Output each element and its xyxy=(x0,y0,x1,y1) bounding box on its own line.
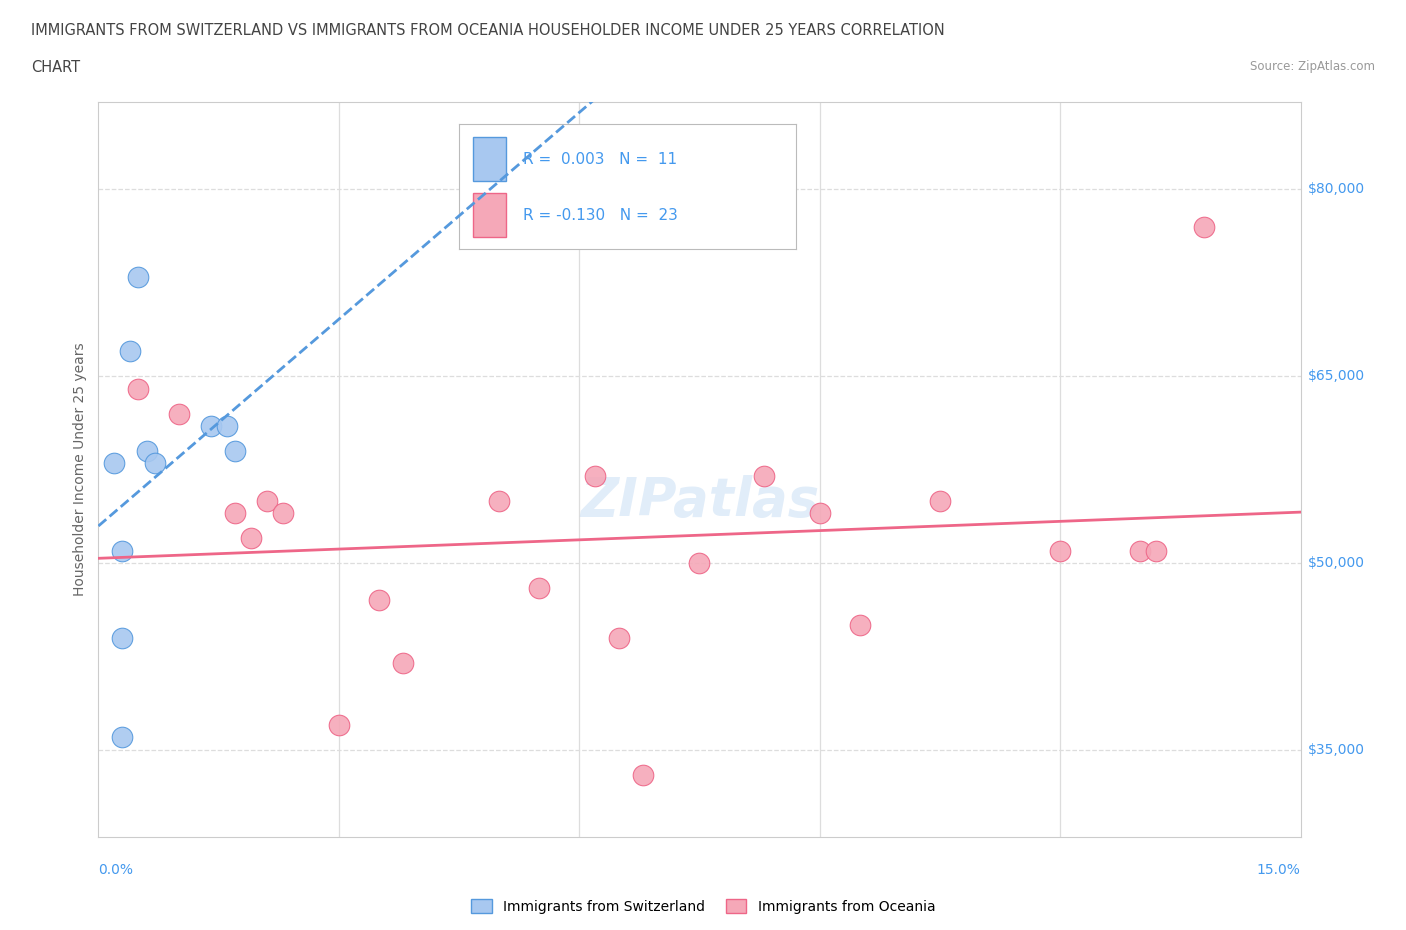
Text: Source: ZipAtlas.com: Source: ZipAtlas.com xyxy=(1250,60,1375,73)
Point xyxy=(609,631,631,645)
Point xyxy=(688,555,710,570)
Point xyxy=(239,531,262,546)
Legend: Immigrants from Switzerland, Immigrants from Oceania: Immigrants from Switzerland, Immigrants … xyxy=(471,899,935,914)
Point xyxy=(752,469,775,484)
Point xyxy=(143,456,166,471)
Text: CHART: CHART xyxy=(31,60,80,75)
Point xyxy=(111,631,134,645)
Point xyxy=(633,767,655,782)
Point xyxy=(929,493,952,508)
Text: $65,000: $65,000 xyxy=(1308,369,1365,383)
Text: 0.0%: 0.0% xyxy=(98,863,134,877)
Point xyxy=(224,506,246,521)
Text: IMMIGRANTS FROM SWITZERLAND VS IMMIGRANTS FROM OCEANIA HOUSEHOLDER INCOME UNDER : IMMIGRANTS FROM SWITZERLAND VS IMMIGRANT… xyxy=(31,23,945,38)
Point xyxy=(488,493,510,508)
Point xyxy=(215,418,238,433)
Point xyxy=(111,543,134,558)
Point xyxy=(328,717,350,732)
Text: $35,000: $35,000 xyxy=(1308,743,1365,757)
Text: ZIPatlas: ZIPatlas xyxy=(579,475,820,526)
Point xyxy=(368,593,391,608)
Point xyxy=(1144,543,1167,558)
Point xyxy=(1129,543,1152,558)
Point xyxy=(103,456,125,471)
Point xyxy=(849,618,872,632)
Point xyxy=(808,506,831,521)
Point xyxy=(128,381,150,396)
Text: 15.0%: 15.0% xyxy=(1257,863,1301,877)
Point xyxy=(200,418,222,433)
Text: $50,000: $50,000 xyxy=(1308,556,1365,570)
Point xyxy=(1049,543,1071,558)
Point xyxy=(256,493,278,508)
Point xyxy=(111,730,134,745)
Point xyxy=(583,469,606,484)
Point xyxy=(271,506,294,521)
Point xyxy=(128,269,150,284)
Point xyxy=(120,344,142,359)
Y-axis label: Householder Income Under 25 years: Householder Income Under 25 years xyxy=(73,343,87,596)
Point xyxy=(392,656,415,671)
Point xyxy=(1194,219,1216,234)
Point xyxy=(135,444,157,458)
Point xyxy=(224,444,246,458)
Point xyxy=(167,406,190,421)
Text: $80,000: $80,000 xyxy=(1308,182,1365,196)
Point xyxy=(529,580,551,595)
